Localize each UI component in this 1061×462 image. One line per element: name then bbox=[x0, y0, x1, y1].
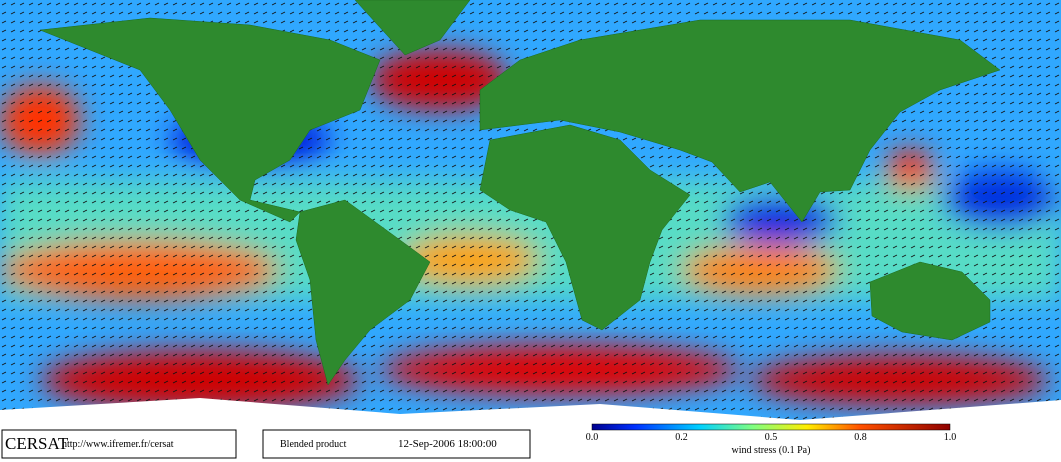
colorbar-tick-label: 0.5 bbox=[765, 432, 778, 443]
url: http://www.ifremer.fr/cersat bbox=[62, 439, 174, 450]
colorbar-tick-label: 0.8 bbox=[854, 432, 867, 443]
info-box bbox=[1, 429, 237, 459]
colorbar-ramp bbox=[591, 423, 951, 431]
colorbar: wind stress (0.1 Pa) 0.0 0.2 0.5 0.8 1.0 bbox=[586, 423, 957, 456]
colorbar-tick-label: 1.0 bbox=[944, 432, 957, 443]
colorbar-tick-label: 0.2 bbox=[675, 432, 688, 443]
product-box bbox=[262, 429, 531, 459]
product: Blended product bbox=[280, 439, 347, 450]
logo: CERSAT bbox=[5, 434, 69, 453]
timestamp: 12-Sep-2006 18:00:00 bbox=[398, 438, 497, 450]
colorbar-tick-label: 0.0 bbox=[586, 432, 599, 443]
colorbar-label: wind stress (0.1 Pa) bbox=[732, 445, 811, 456]
land bbox=[39, 0, 1001, 386]
footer: CERSAT http://www.ifremer.fr/cersat Blen… bbox=[1, 429, 531, 459]
